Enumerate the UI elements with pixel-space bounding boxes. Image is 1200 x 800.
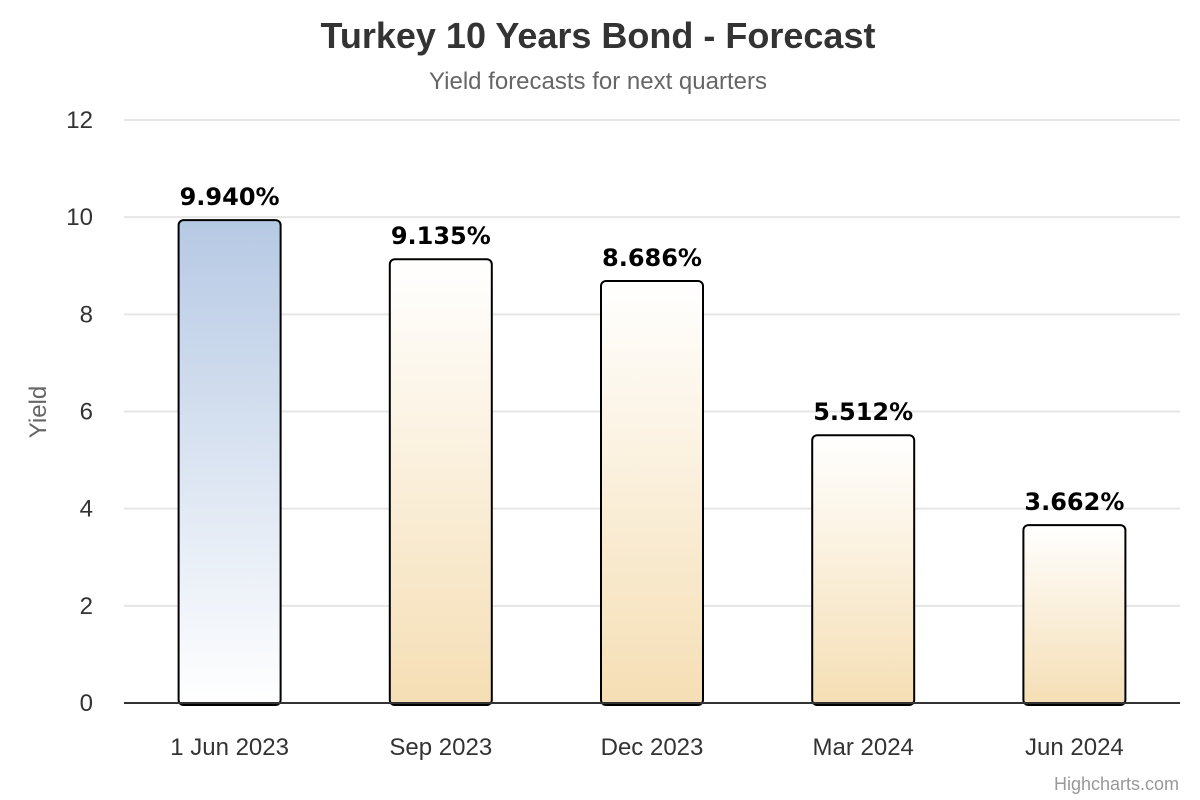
x-tick-label: Sep 2023 — [389, 734, 492, 761]
x-tick-label: Mar 2024 — [813, 734, 914, 761]
bar-1[interactable] — [177, 219, 282, 706]
y-axis-ticks: 0 2 4 6 8 10 12 — [66, 107, 93, 717]
data-label: 9.940% — [180, 183, 280, 211]
bar-5[interactable] — [1022, 524, 1127, 706]
x-tick-label: Dec 2023 — [601, 734, 704, 761]
y-tick-label: 2 — [80, 593, 93, 620]
bars — [177, 219, 1127, 706]
data-label: 8.686% — [602, 244, 702, 272]
y-tick-label: 4 — [80, 496, 93, 523]
bar-4[interactable] — [811, 434, 916, 706]
data-label: 3.662% — [1024, 488, 1124, 516]
x-tick-label: 1 Jun 2023 — [170, 734, 289, 761]
chart-subtitle: Yield forecasts for next quarters — [429, 68, 767, 95]
y-tick-label: 0 — [80, 690, 93, 717]
x-tick-label: Jun 2024 — [1025, 734, 1124, 761]
y-tick-label: 10 — [66, 204, 93, 231]
chart-title: Turkey 10 Years Bond - Forecast — [321, 15, 876, 56]
bar-2[interactable] — [388, 258, 493, 706]
bar-3[interactable] — [600, 280, 704, 706]
y-tick-label: 12 — [66, 107, 93, 134]
data-label: 9.135% — [391, 222, 491, 250]
y-tick-label: 8 — [80, 301, 93, 328]
y-tick-label: 6 — [80, 399, 93, 426]
y-axis-label: Yield — [25, 386, 52, 438]
data-labels: 9.940% 9.135% 8.686% 5.512% 3.662% — [180, 183, 1125, 516]
credits-link[interactable]: Highcharts.com — [1054, 774, 1179, 794]
data-label: 5.512% — [813, 398, 913, 426]
x-axis-ticks: 1 Jun 2023 Sep 2023 Dec 2023 Mar 2024 Jun 20… — [170, 734, 1124, 761]
